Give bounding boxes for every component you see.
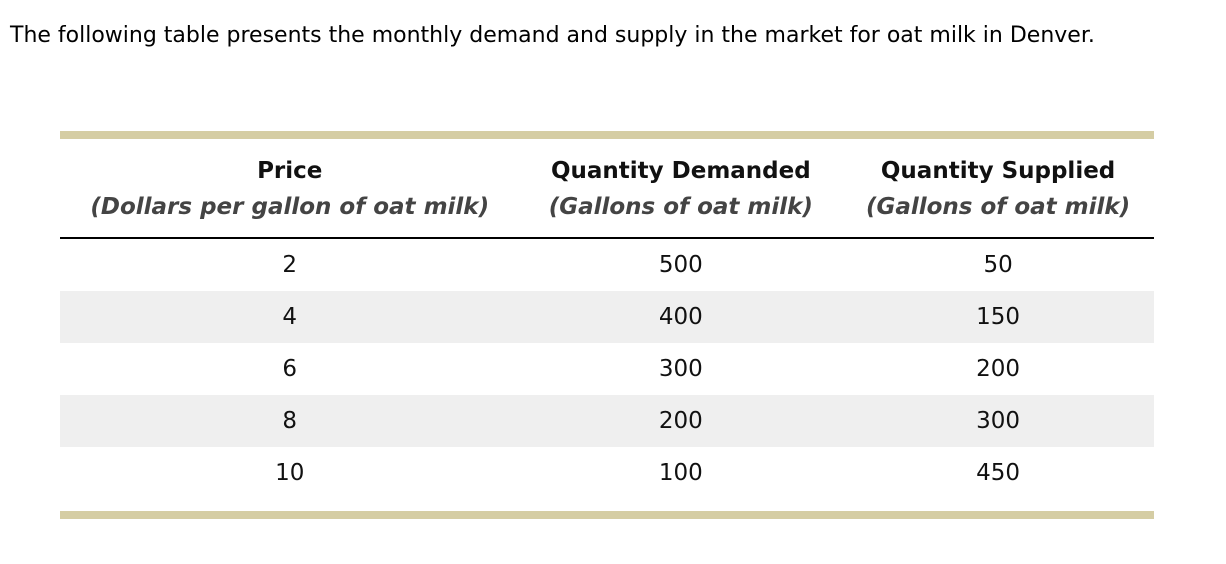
price-cell: 8 (282, 408, 298, 434)
quantity-demanded-cell: 400 (658, 304, 703, 330)
table-top-accent-bar (60, 131, 1154, 139)
price-header-units: (Dollars per gallon of oat milk) (90, 194, 490, 220)
quantity-supplied-cell: 300 (976, 408, 1021, 434)
table-row: 10 100 450 (60, 447, 1154, 499)
table-bottom-accent-bar (60, 511, 1154, 519)
table-body: 2 500 50 4 400 150 6 300 200 8 200 300 1… (60, 239, 1154, 499)
quantity-demanded-cell: 100 (658, 460, 703, 486)
question-intro-text: The following table presents the monthly… (10, 23, 1095, 48)
column-header-price: Price (Dollars per gallon of oat milk) (60, 158, 519, 221)
quantity-demanded-cell: 300 (658, 356, 703, 382)
price-cell: 2 (282, 252, 298, 278)
table-bottom-spacer (60, 499, 1154, 511)
table-header-row: Price (Dollars per gallon of oat milk) Q… (60, 139, 1154, 239)
quantity-demanded-cell: 200 (658, 408, 703, 434)
price-cell: 6 (282, 356, 298, 382)
demand-supply-table: Price (Dollars per gallon of oat milk) Q… (60, 131, 1154, 519)
table-row: 2 500 50 (60, 239, 1154, 291)
quantity-supplied-cell: 450 (976, 460, 1021, 486)
price-cell: 4 (282, 304, 298, 330)
quantity-supplied-header-units: (Gallons of oat milk) (865, 194, 1131, 220)
price-cell: 10 (275, 460, 305, 486)
price-header-label: Price (257, 158, 323, 184)
quantity-supplied-header-label: Quantity Supplied (880, 158, 1116, 184)
quantity-supplied-cell: 50 (983, 252, 1013, 278)
quantity-supplied-cell: 200 (976, 356, 1021, 382)
column-header-quantity-demanded: Quantity Demanded (Gallons of oat milk) (519, 158, 842, 221)
quantity-demanded-header-units: (Gallons of oat milk) (548, 194, 813, 220)
table-row: 8 200 300 (60, 395, 1154, 447)
quantity-supplied-cell: 150 (976, 304, 1021, 330)
quantity-demanded-cell: 500 (658, 252, 703, 278)
table-row: 4 400 150 (60, 291, 1154, 343)
table-row: 6 300 200 (60, 343, 1154, 395)
column-header-quantity-supplied: Quantity Supplied (Gallons of oat milk) (842, 158, 1154, 221)
quantity-demanded-header-label: Quantity Demanded (550, 158, 811, 184)
